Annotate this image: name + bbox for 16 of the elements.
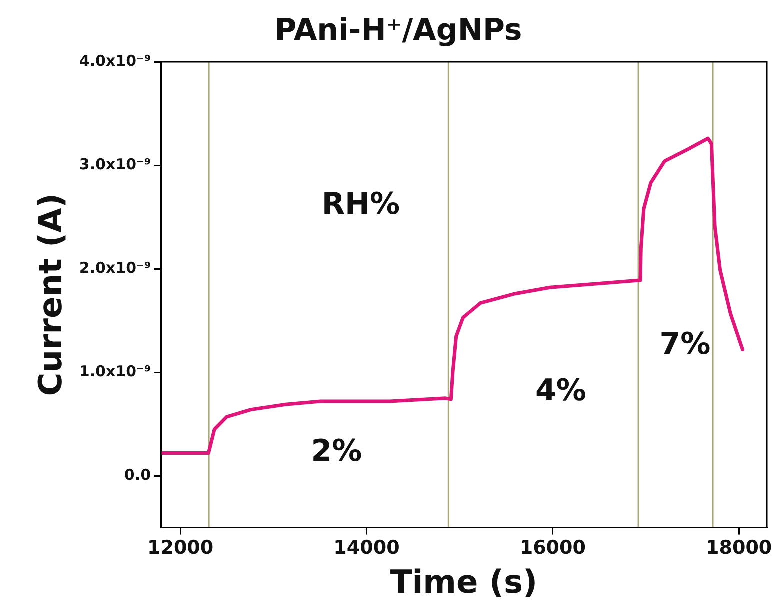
annotation: 4% [535, 374, 586, 409]
y-tick-label: 2.0x10⁻⁹ [79, 258, 152, 277]
x-tick-label: 14000 [334, 537, 400, 560]
x-tick-label: 12000 [148, 537, 214, 560]
y-tick-label: 4.0x10⁻⁹ [79, 52, 152, 70]
y-axis-title: Current (A) [32, 194, 70, 396]
y-tick-label: 3.0x10⁻⁹ [79, 155, 152, 174]
annotation: 2% [311, 434, 362, 470]
chart-title: PAni-H⁺/AgNPs [274, 12, 522, 48]
y-tick-label: 0.0 [124, 466, 152, 484]
annotation: 7% [660, 326, 711, 362]
x-tick-label: 16000 [520, 537, 586, 560]
x-axis-title: Time (s) [390, 563, 538, 602]
x-tick-label: 18000 [706, 537, 772, 560]
annotation: RH% [322, 187, 400, 222]
y-tick-label: 1.0x10⁻⁹ [79, 362, 152, 380]
